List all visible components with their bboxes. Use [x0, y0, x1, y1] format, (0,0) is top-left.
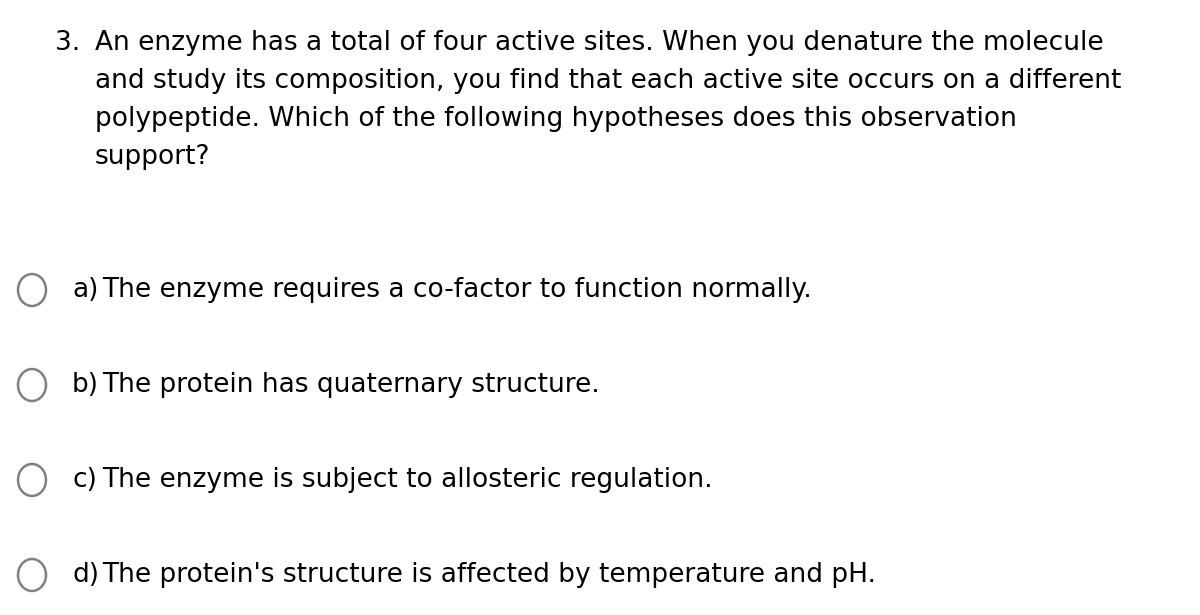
Text: polypeptide. Which of the following hypotheses does this observation: polypeptide. Which of the following hypo… — [95, 106, 1016, 132]
Ellipse shape — [18, 559, 46, 591]
Ellipse shape — [18, 369, 46, 401]
Text: 3.: 3. — [55, 30, 80, 56]
Ellipse shape — [18, 464, 46, 496]
Text: c): c) — [72, 467, 97, 493]
Text: d): d) — [72, 562, 98, 588]
Text: and study its composition, you find that each active site occurs on a different: and study its composition, you find that… — [95, 68, 1121, 94]
Text: support?: support? — [95, 144, 210, 170]
Text: The protein's structure is affected by temperature and pH.: The protein's structure is affected by t… — [102, 562, 876, 588]
Text: An enzyme has a total of four active sites. When you denature the molecule: An enzyme has a total of four active sit… — [95, 30, 1104, 56]
Text: The enzyme is subject to allosteric regulation.: The enzyme is subject to allosteric regu… — [102, 467, 713, 493]
Text: The enzyme requires a co-factor to function normally.: The enzyme requires a co-factor to funct… — [102, 277, 811, 303]
Text: The protein has quaternary structure.: The protein has quaternary structure. — [102, 372, 600, 398]
Text: b): b) — [72, 372, 98, 398]
Ellipse shape — [18, 274, 46, 306]
Text: a): a) — [72, 277, 98, 303]
